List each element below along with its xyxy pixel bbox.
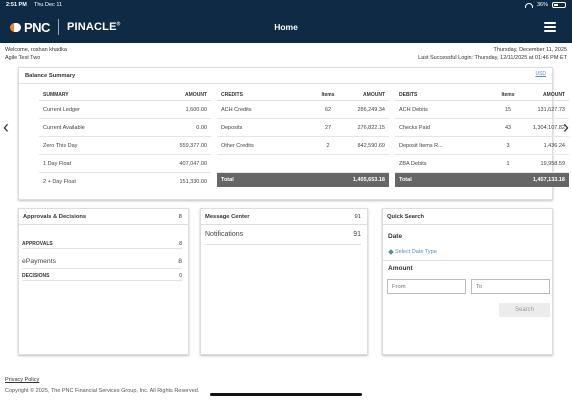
- amount-label: Amount: [388, 265, 413, 272]
- quick-search-card: Quick Search Date Select Date Type Amoun…: [382, 208, 553, 355]
- credits-total-row: Total 1,405,653.18: [217, 173, 389, 187]
- table-row[interactable]: Zero This Day 559,377.00: [39, 137, 211, 155]
- status-indicators: 36%: [524, 2, 566, 8]
- wifi-icon: [524, 2, 533, 8]
- table-row[interactable]: ACH Credits 62 286,249.34: [217, 101, 389, 119]
- table-row[interactable]: Current Ledger 1,600.00: [39, 101, 211, 119]
- approvals-section-header: APPROVALS 8: [22, 239, 182, 249]
- login-info: Thursday, December 11, 2025 Last Success…: [418, 46, 567, 62]
- quick-search-title: Quick Search: [387, 214, 425, 220]
- welcome-info: Welcome, roshan khadka Agile Test Two: [5, 46, 67, 62]
- table-row[interactable]: Deposits 27 276,822.15: [217, 119, 389, 137]
- pnc-pinacle-logo[interactable]: PNC PINACLE®: [10, 19, 121, 35]
- pnc-logo-icon: [10, 21, 22, 33]
- logo-pinacle-text: PINACLE®: [66, 21, 121, 33]
- table-row[interactable]: Deposit Items R... 3 1,436.24: [395, 137, 569, 155]
- approvals-card: Approvals & Decisions 8 APPROVALS 8 ePay…: [18, 208, 189, 355]
- privacy-policy-link[interactable]: Privacy Policy: [5, 377, 40, 383]
- quick-search-header: Quick Search: [383, 209, 552, 225]
- debits-header: DEBITS Items AMOUNT: [395, 89, 569, 101]
- copyright-text: Copyright © 2025, The PNC Financial Serv…: [5, 388, 200, 394]
- approvals-title: Approvals & Decisions: [23, 214, 87, 220]
- battery-percent: 36%: [536, 2, 548, 8]
- debits-table: DEBITS Items AMOUNT ACH Debits 15 131,627.…: [395, 89, 569, 187]
- list-item-epayments[interactable]: ePayments 8: [22, 255, 182, 269]
- search-button[interactable]: Search: [499, 303, 550, 317]
- credits-table: CREDITS Items AMOUNT ACH Credits 62 286,24…: [217, 89, 389, 187]
- table-row[interactable]: 2 + Day Float 151,330.00: [43, 179, 207, 185]
- summary-table: SUMMARY AMOUNT Current Ledger 1,600.00 Cu…: [39, 89, 211, 191]
- chevron-left-icon[interactable]: ‹: [3, 117, 9, 137]
- battery-icon: [552, 2, 566, 8]
- message-center-title: Message Center: [205, 214, 250, 220]
- table-row[interactable]: ACH Debits 15 131,627.73: [395, 101, 569, 119]
- welcome-company: Agile Test Two: [5, 55, 41, 61]
- welcome-user: Welcome, roshan khadka: [5, 47, 67, 53]
- table-row[interactable]: Current Available 0.00: [39, 119, 211, 137]
- date-label: Date: [388, 233, 403, 240]
- message-center-count: 91: [354, 214, 361, 220]
- last-login: Last Successful Login: Thursday, 12/11/2…: [418, 55, 567, 61]
- current-date: Thursday, December 11, 2025: [493, 47, 567, 53]
- credits-header: CREDITS Items AMOUNT: [217, 89, 389, 101]
- table-row-empty: [217, 155, 389, 173]
- currency-link[interactable]: USD: [535, 71, 546, 77]
- balance-summary-card: Balance Summary USD SUMMARY AMOUNT Curre…: [18, 67, 569, 200]
- status-date: Thu Dec 11: [34, 2, 63, 8]
- status-time: 2:51 PM: [6, 2, 27, 8]
- balance-summary-title: Balance Summary: [25, 73, 76, 79]
- approvals-count: 8: [178, 214, 182, 220]
- select-date-type-link[interactable]: Select Date Type: [388, 249, 437, 255]
- approvals-header[interactable]: Approvals & Decisions 8: [19, 209, 188, 225]
- message-center-header[interactable]: Message Center 91: [201, 209, 367, 225]
- table-row[interactable]: 1 Day Float 407,047.00: [39, 155, 211, 173]
- debits-total-row: Total 1,457,133.18: [395, 173, 569, 187]
- summary-header: SUMMARY AMOUNT: [39, 89, 211, 101]
- logo-pnc-text: PNC: [24, 19, 50, 35]
- amount-to-input[interactable]: [471, 279, 550, 294]
- status-bar: 2:51 PM Thu Dec 11 36%: [0, 0, 572, 11]
- amount-from-input[interactable]: [387, 279, 466, 294]
- hamburger-menu-icon[interactable]: [544, 22, 556, 32]
- page-title: Home: [274, 22, 298, 32]
- pencil-icon: [388, 249, 394, 255]
- list-item-notifications[interactable]: Notifications 91: [205, 231, 361, 245]
- home-indicator[interactable]: [210, 393, 362, 396]
- table-row[interactable]: Other Credits 2 842,590.69: [217, 137, 389, 155]
- logo-divider: [57, 19, 59, 35]
- chevron-right-icon[interactable]: ›: [563, 117, 569, 137]
- decisions-section-header: DECISIONS 0: [22, 271, 182, 281]
- divider: [383, 260, 552, 261]
- table-row[interactable]: Checks Paid 43 1,304,107.82: [395, 119, 569, 137]
- app-header: PNC PINACLE® Home: [0, 11, 572, 43]
- table-row[interactable]: ZBA Debits 1 19,958.59: [395, 155, 569, 173]
- message-center-card: Message Center 91 Notifications 91: [200, 208, 368, 355]
- divider: [19, 83, 552, 84]
